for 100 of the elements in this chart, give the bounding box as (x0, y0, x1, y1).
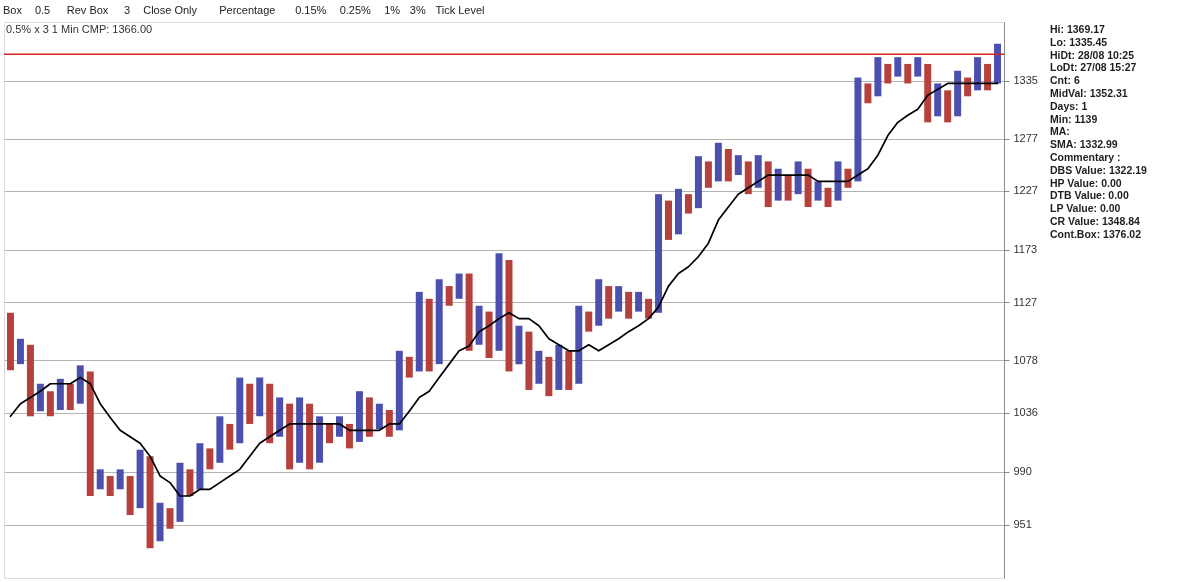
y-tick-label: 990 (1013, 465, 1032, 478)
y-tick-label: 951 (1013, 518, 1032, 531)
bar (655, 194, 663, 313)
bar (724, 148, 732, 182)
bar (595, 279, 603, 326)
y-tick-label: 1227 (1013, 184, 1038, 197)
y-tick-label: 1036 (1013, 406, 1038, 419)
bar (186, 469, 194, 497)
bar (236, 377, 244, 444)
bar (874, 57, 882, 97)
bar (276, 397, 284, 437)
bar (914, 57, 922, 77)
bar (784, 175, 792, 201)
bar (605, 286, 613, 319)
bar (286, 403, 294, 470)
text: CR Value: 1348.84 (1050, 215, 1141, 227)
text: MA: (1050, 125, 1070, 138)
bar (694, 156, 702, 209)
text: DBS Value: 1322.19 (1050, 163, 1148, 176)
text: Percentage (219, 4, 276, 16)
y-tick-label: 1127 (1013, 295, 1038, 308)
text: 0.5 (34, 4, 51, 16)
bar (106, 475, 114, 497)
text: Box (3, 4, 23, 16)
y-tick-label: 1277 (1013, 132, 1038, 145)
bar (894, 57, 902, 77)
text: Hi: 1369.17 (1050, 23, 1106, 35)
bar (674, 188, 682, 235)
bar (415, 291, 423, 372)
text: DTB Value: 0.00 (1050, 189, 1129, 202)
text: Rev Box (66, 4, 109, 16)
text: LoDt: 27/08 15:27 (1050, 61, 1137, 74)
text: 3% (409, 4, 426, 16)
bar (246, 383, 254, 424)
bar (684, 194, 692, 214)
bar (714, 142, 722, 182)
text: MidVal: 1352.31 (1050, 87, 1128, 99)
bar (136, 449, 144, 509)
y-tick-label: 1173 (1013, 243, 1038, 256)
bar (76, 365, 84, 404)
bar (545, 356, 553, 397)
bar (954, 70, 962, 117)
bar (764, 161, 772, 208)
bar (345, 423, 353, 449)
bar (36, 383, 44, 412)
bar (884, 63, 892, 84)
line-series (9, 82, 999, 497)
bar (306, 403, 314, 470)
bar (814, 181, 822, 201)
bar (734, 155, 742, 176)
bar (585, 311, 593, 332)
bar (744, 161, 752, 195)
text: HP Value: 0.00 (1050, 176, 1122, 189)
bar (964, 77, 972, 97)
bar (206, 448, 214, 470)
bar (66, 383, 74, 410)
text: LP Value: 0.00 (1050, 202, 1121, 215)
bar (266, 383, 274, 444)
y-tick-label: 1335 (1013, 74, 1038, 86)
bar (854, 77, 862, 182)
bar (216, 416, 224, 463)
bar (326, 423, 334, 444)
bar (615, 286, 623, 312)
bar (365, 397, 373, 437)
bar (824, 187, 832, 208)
bar (296, 397, 304, 463)
bar (774, 168, 782, 201)
bar (864, 83, 872, 104)
bar (425, 298, 433, 372)
bar (555, 344, 563, 390)
bar (475, 305, 483, 345)
bar (665, 200, 672, 240)
text: Cnt: 6 (1050, 74, 1080, 87)
text: Days: 1 (1050, 99, 1088, 112)
bar (754, 155, 762, 188)
bar (6, 312, 14, 371)
bar (196, 443, 204, 490)
bar (525, 331, 533, 390)
text: Min: 1139 (1050, 112, 1098, 125)
bar (146, 456, 154, 549)
bar (635, 291, 643, 312)
bar (904, 63, 912, 84)
chart-title: 0.5% x 3 1 Min CMP: 1366.00 (6, 23, 153, 35)
bar (46, 391, 54, 417)
text: Lo: 1335.45 (1050, 35, 1108, 48)
bar (256, 377, 264, 417)
bar (704, 161, 712, 188)
bar (445, 286, 453, 306)
bar (924, 63, 932, 123)
text: 3 (123, 4, 131, 16)
bar (575, 305, 583, 384)
bar (395, 350, 403, 431)
bar (994, 43, 1002, 84)
bar (126, 475, 134, 515)
bar (96, 469, 104, 490)
text: 0.15% (295, 4, 327, 16)
y-tick-label: 1078 (1013, 353, 1038, 366)
bar (804, 168, 812, 208)
bar (974, 57, 982, 91)
text: HiDt: 28/08 10:25 (1050, 48, 1135, 61)
